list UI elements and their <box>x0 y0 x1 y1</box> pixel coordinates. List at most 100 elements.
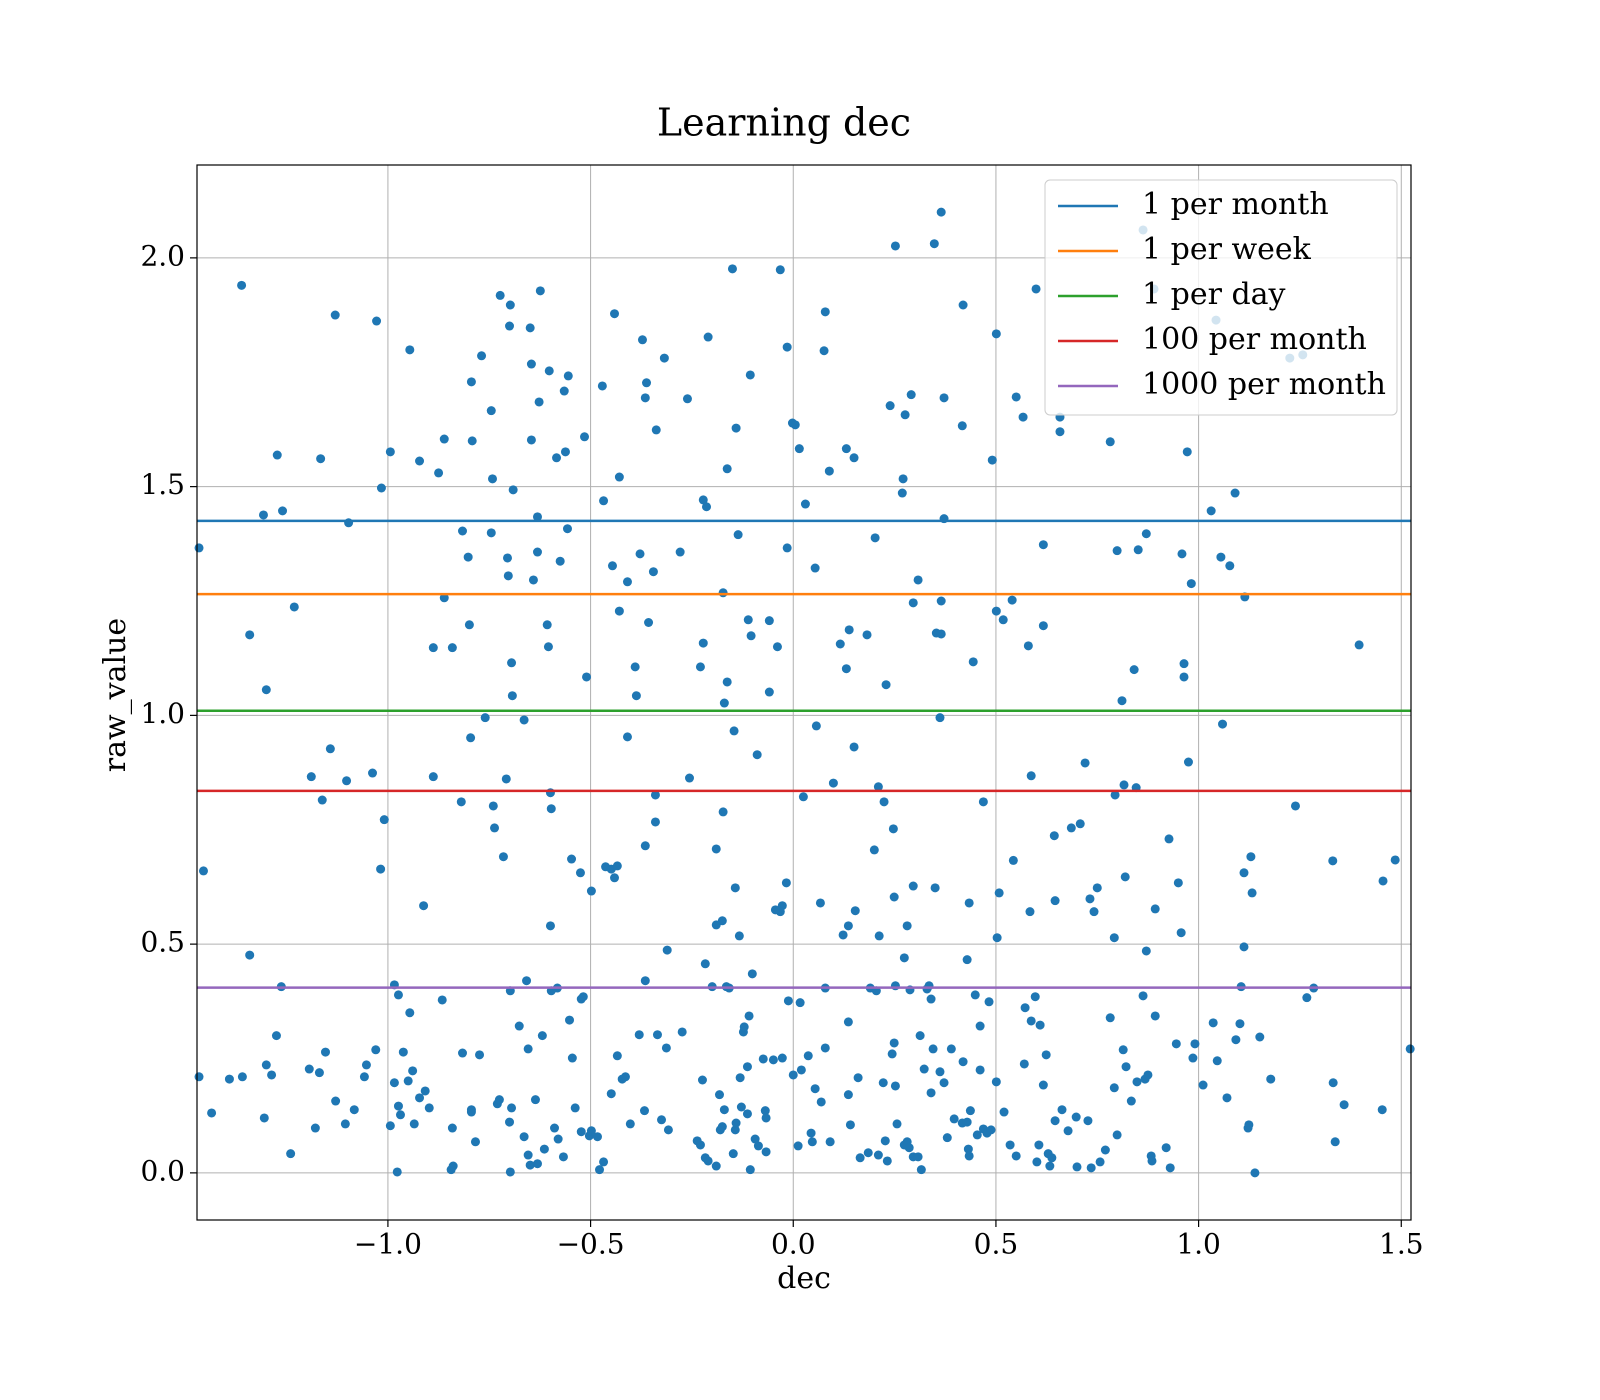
scatter-point <box>975 1065 985 1075</box>
scatter-point <box>194 1072 204 1082</box>
scatter-point <box>1266 1074 1276 1084</box>
scatter-point <box>597 381 607 391</box>
scatter-point <box>501 774 511 784</box>
scatter-point <box>718 807 728 817</box>
scatter-point <box>761 1113 771 1123</box>
scatter-point <box>844 625 854 635</box>
y-tick-label: 1.5 <box>140 468 185 501</box>
scatter-point <box>194 543 204 553</box>
scatter-point <box>962 955 972 965</box>
scatter-point <box>544 366 554 376</box>
scatter-point <box>1250 1168 1260 1178</box>
scatter-point <box>882 1156 892 1166</box>
scatter-point <box>1066 823 1076 833</box>
scatter-point <box>906 390 916 400</box>
scatter-point <box>935 713 945 723</box>
scatter-point <box>1026 771 1036 781</box>
scatter-point <box>1405 1044 1415 1054</box>
scatter-point <box>562 524 572 534</box>
scatter-point <box>936 629 946 639</box>
y-tick-label: 0.5 <box>140 926 185 959</box>
scatter-point <box>526 359 536 369</box>
scatter-point <box>843 1090 853 1100</box>
scatter-point <box>395 1110 405 1120</box>
scatter-point <box>994 888 1004 898</box>
scatter-point <box>677 1027 687 1037</box>
scatter-point <box>899 953 909 963</box>
legend-label: 1 per day <box>1142 277 1286 312</box>
scatter-point <box>1141 529 1151 539</box>
scatter-point <box>803 1051 813 1061</box>
scatter-point <box>835 639 845 649</box>
scatter-point <box>542 620 552 630</box>
scatter-point <box>930 883 940 893</box>
scatter-point <box>480 713 490 723</box>
scatter-point <box>525 323 535 333</box>
scatter-point <box>1071 1112 1081 1122</box>
scatter-point <box>1190 1039 1200 1049</box>
scatter-point <box>1110 790 1120 800</box>
scatter-point <box>552 453 562 463</box>
scatter-point <box>1208 1018 1218 1028</box>
scatter-point <box>648 567 658 577</box>
scatter-point <box>1031 284 1041 294</box>
scatter-point <box>207 1108 217 1118</box>
scatter-point <box>1143 1070 1153 1080</box>
scatter-point <box>991 329 1001 339</box>
scatter-point <box>936 596 946 606</box>
scatter-point <box>505 1117 515 1127</box>
scatter-point <box>550 1123 560 1133</box>
scatter-point <box>964 1151 974 1161</box>
scatter-point <box>992 933 1002 943</box>
scatter-point <box>1230 488 1240 498</box>
scatter-point <box>1080 758 1090 768</box>
scatter-point <box>437 995 447 1005</box>
scatter-point <box>245 630 255 640</box>
scatter-point <box>415 456 425 466</box>
scatter-point <box>1121 1062 1131 1072</box>
scatter-point <box>650 790 660 800</box>
scatter-point <box>558 1152 568 1162</box>
scatter-point <box>1354 640 1364 650</box>
scatter-point <box>457 1048 467 1058</box>
x-tick-label: 0.0 <box>771 1228 816 1261</box>
scatter-point <box>508 485 518 495</box>
scatter-point <box>811 721 821 731</box>
legend-label: 1 per week <box>1142 232 1312 267</box>
scatter-point <box>1120 872 1130 882</box>
scatter-point <box>505 321 515 331</box>
scatter-point <box>939 1078 949 1088</box>
scatter-point <box>1126 1096 1136 1106</box>
y-tick-label: 2.0 <box>140 239 185 272</box>
scatter-point <box>807 1137 817 1147</box>
scatter-point <box>1225 561 1235 571</box>
scatter-point <box>379 815 389 825</box>
scatter-point <box>782 543 792 553</box>
scatter-point <box>1132 1077 1142 1087</box>
scatter-point <box>398 1047 408 1057</box>
scatter-point <box>798 792 808 802</box>
scatter-point <box>650 817 660 827</box>
scatter-point <box>261 1060 271 1070</box>
scatter-point <box>393 1101 403 1111</box>
scatter-point <box>1247 888 1257 898</box>
scatter-point <box>874 931 884 941</box>
scatter-point <box>863 1148 873 1158</box>
scatter-point <box>567 854 577 864</box>
scatter-point <box>908 598 918 608</box>
scatter-point <box>987 455 997 465</box>
scatter-point <box>697 1075 707 1085</box>
scatter-point <box>320 1047 330 1057</box>
scatter-point <box>467 436 477 446</box>
scatter-point <box>1176 928 1186 938</box>
scatter-point <box>419 901 429 911</box>
scatter-point <box>760 1106 770 1116</box>
scatter-point <box>408 1066 418 1076</box>
scatter-point <box>1377 1105 1387 1115</box>
x-tick-label: 1.5 <box>1379 1228 1424 1261</box>
scatter-point <box>559 386 569 396</box>
scatter-point <box>719 698 729 708</box>
scatter-point <box>532 512 542 522</box>
scatter-point <box>703 332 713 342</box>
scatter-point <box>962 1117 972 1127</box>
